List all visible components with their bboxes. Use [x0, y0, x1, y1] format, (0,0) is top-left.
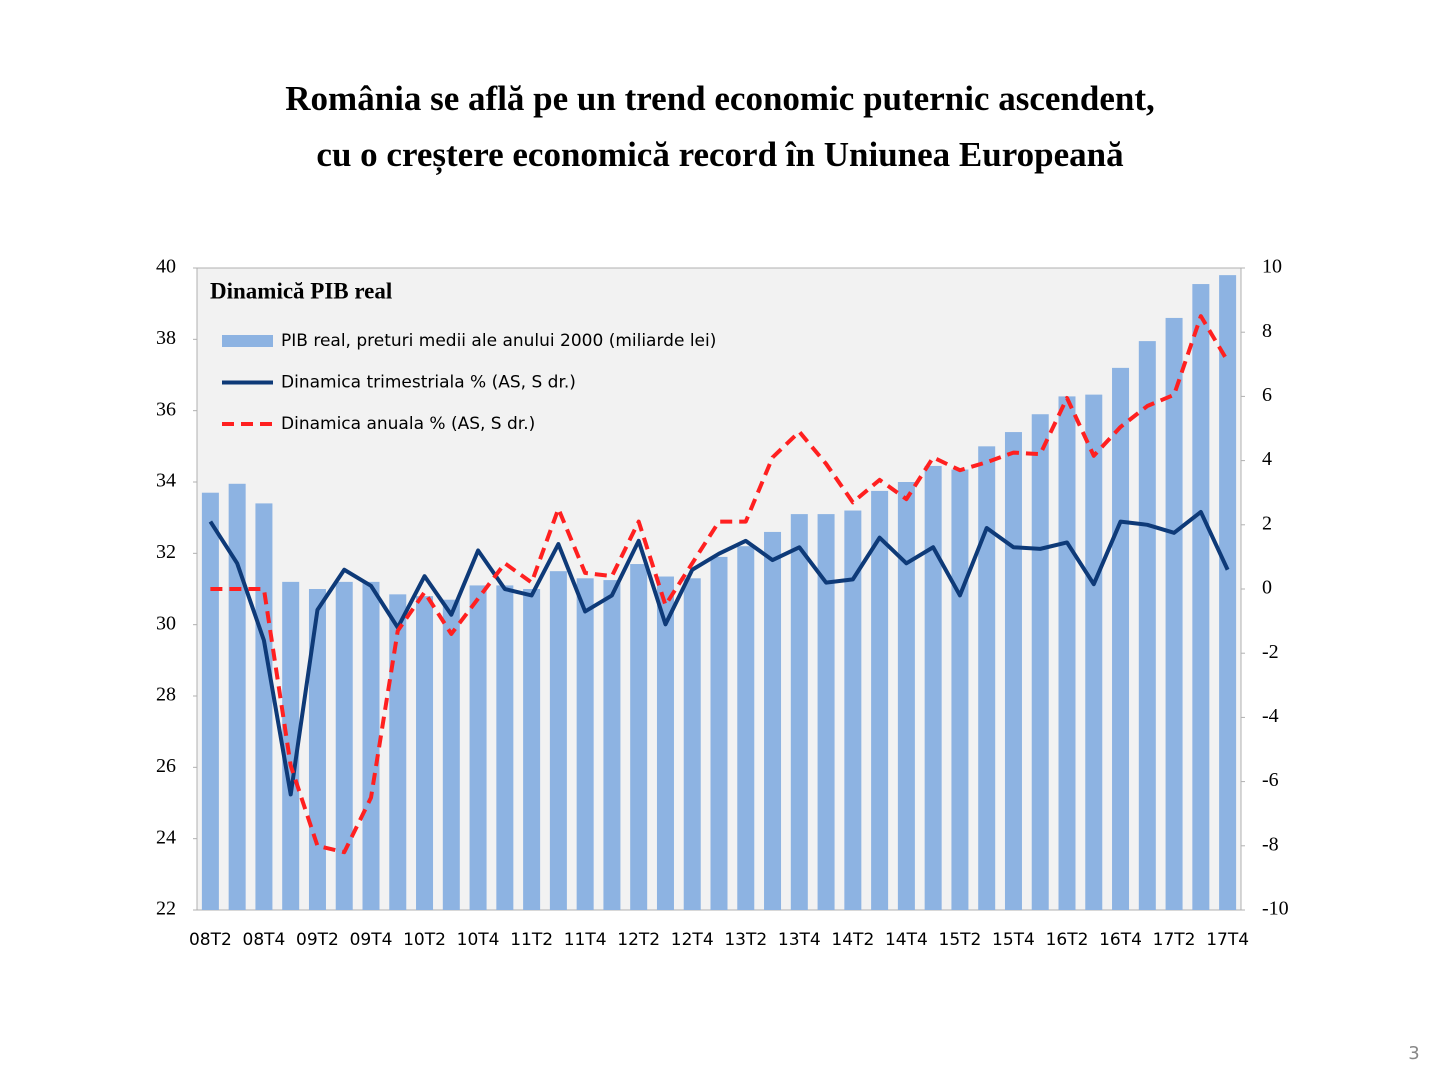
bar	[549, 571, 567, 910]
bar	[603, 580, 621, 910]
y-tick-label: 24	[156, 826, 176, 848]
x-tick-label: 15T4	[992, 930, 1035, 950]
bar	[335, 581, 353, 910]
bar	[576, 578, 594, 910]
bar	[389, 594, 407, 910]
y-tick-label: 28	[156, 684, 176, 706]
y2-tick-label: -8	[1262, 833, 1279, 855]
y-tick-label: 32	[156, 541, 176, 563]
legend-label: Dinamica trimestriala % (AS, S dr.)	[281, 373, 576, 393]
bar	[1031, 414, 1049, 910]
bar	[1058, 396, 1076, 910]
legend-label: Dinamica anuala % (AS, S dr.)	[281, 414, 535, 434]
x-tick-label: 13T4	[778, 930, 821, 950]
y-tick-label: 22	[156, 898, 176, 920]
bar	[228, 483, 246, 910]
y2-tick-label: 0	[1262, 577, 1272, 599]
bar	[1085, 394, 1103, 910]
y2-tick-label: -2	[1262, 641, 1279, 663]
chart-title: Dinamică PIB real	[210, 278, 392, 303]
x-tick-label: 16T2	[1046, 930, 1089, 950]
y-tick-label: 38	[156, 327, 176, 349]
bar	[1165, 317, 1183, 910]
page-number: 3	[1408, 1043, 1419, 1064]
bar	[656, 576, 674, 910]
x-tick-label: 11T4	[564, 930, 607, 950]
y2-tick-label: -4	[1262, 705, 1279, 727]
x-tick-label: 12T4	[671, 930, 714, 950]
y2-tick-label: -10	[1262, 898, 1289, 920]
bar	[844, 510, 862, 910]
slide-title: cu o creștere economică record în Uniune…	[316, 135, 1123, 175]
y2-tick-label: 6	[1262, 384, 1272, 406]
x-tick-label: 15T2	[939, 930, 982, 950]
bar	[201, 492, 219, 910]
bar	[469, 585, 487, 910]
x-tick-label: 08T4	[243, 930, 286, 950]
x-tick-label: 09T4	[350, 930, 393, 950]
bar	[737, 546, 755, 910]
bar	[362, 581, 380, 910]
bar	[630, 564, 648, 910]
line	[208, 509, 1230, 797]
x-tick-label: 08T2	[189, 930, 232, 950]
bar	[1112, 367, 1130, 910]
bar	[978, 446, 996, 910]
x-tick-label: 17T4	[1206, 930, 1249, 950]
y-tick-label: 30	[156, 612, 176, 634]
x-tick-label: 12T2	[617, 930, 660, 950]
bar	[282, 581, 300, 910]
bar	[817, 514, 835, 910]
legend-label: PIB real, preturi medii ale anului 2000 …	[281, 331, 716, 351]
bar	[897, 482, 915, 910]
legend-swatch	[222, 335, 273, 347]
slide-title: România se află pe un trend economic put…	[285, 79, 1154, 118]
bar	[523, 589, 541, 910]
y-tick-label: 36	[156, 398, 176, 420]
bar	[1219, 275, 1237, 911]
line	[210, 314, 1230, 855]
y2-tick-label: -6	[1262, 769, 1279, 791]
x-tick-label: 14T4	[885, 930, 928, 950]
x-tick-label: 13T2	[724, 930, 767, 950]
bar	[951, 469, 969, 910]
y-tick-label: 26	[156, 755, 176, 777]
bar	[255, 503, 273, 910]
bar	[790, 514, 808, 910]
x-tick-label: 11T2	[510, 930, 553, 950]
bar	[764, 531, 782, 910]
x-tick-label: 16T4	[1099, 930, 1142, 950]
y-tick-label: 34	[156, 470, 176, 492]
y2-tick-label: 10	[1262, 256, 1282, 278]
bar	[871, 490, 889, 910]
x-tick-label: 09T2	[296, 930, 339, 950]
bar	[683, 578, 701, 910]
bar	[496, 585, 514, 910]
x-tick-label: 14T2	[831, 930, 874, 950]
y2-tick-label: 2	[1262, 512, 1272, 534]
x-tick-label: 10T4	[457, 930, 500, 950]
bar	[1138, 341, 1156, 910]
bar	[308, 589, 326, 910]
bar	[1192, 284, 1210, 910]
bar	[924, 465, 942, 910]
y2-tick-label: 8	[1262, 320, 1272, 342]
bar	[416, 596, 434, 910]
bar	[1004, 432, 1022, 910]
x-tick-label: 17T2	[1153, 930, 1196, 950]
y-tick-label: 40	[156, 256, 176, 278]
bar	[710, 556, 728, 910]
y2-tick-label: 4	[1262, 448, 1272, 470]
x-tick-label: 10T2	[403, 930, 446, 950]
bar	[442, 599, 460, 910]
